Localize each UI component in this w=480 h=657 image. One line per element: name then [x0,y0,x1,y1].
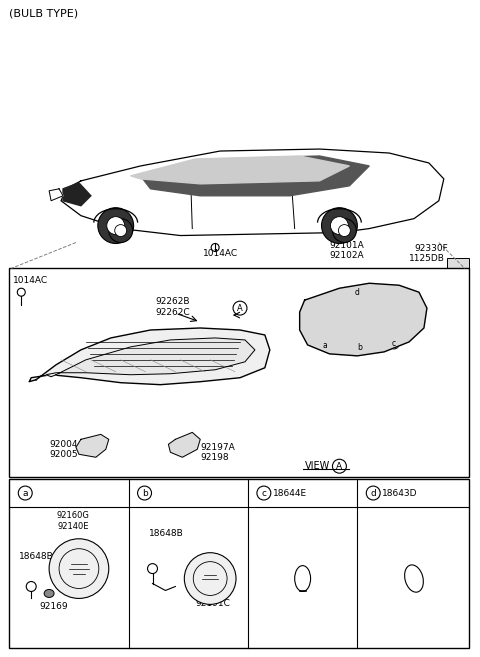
Text: 92262B
92262C: 92262B 92262C [156,298,190,317]
Text: a: a [23,489,28,497]
Text: VIEW: VIEW [305,461,330,471]
Text: a: a [322,342,327,350]
Polygon shape [168,432,200,457]
Text: 18644E: 18644E [273,489,307,497]
Polygon shape [29,328,270,384]
Polygon shape [131,156,349,184]
Circle shape [333,219,356,242]
Text: A: A [237,304,243,313]
Text: b: b [357,344,362,352]
Bar [371,308,391,326]
Text: c: c [262,489,266,497]
Text: 92197A
92198: 92197A 92198 [200,443,235,462]
Text: A: A [336,462,343,470]
Text: 92160G
92140E: 92160G 92140E [57,511,89,531]
Circle shape [338,225,350,237]
Polygon shape [63,183,91,206]
Text: 1125DB: 1125DB [409,254,445,263]
Text: 92101A
92102A: 92101A 92102A [329,240,364,260]
Ellipse shape [44,589,54,597]
Text: 92191C: 92191C [195,599,230,608]
Text: 92330F: 92330F [414,244,448,253]
Text: d: d [371,489,376,497]
Polygon shape [300,283,427,356]
Text: b: b [142,489,147,497]
Polygon shape [61,149,444,236]
Text: c: c [392,340,396,348]
Circle shape [49,539,109,599]
Text: 18643D: 18643D [382,489,418,497]
Circle shape [322,208,357,244]
Polygon shape [76,434,109,457]
Text: 1014AC: 1014AC [13,276,48,284]
Bar [447,258,468,273]
Text: 1014AC: 1014AC [203,249,238,258]
Circle shape [98,208,133,244]
Text: d: d [355,288,360,297]
Circle shape [107,217,125,235]
Circle shape [184,553,236,604]
Bar [339,305,367,327]
Polygon shape [141,156,369,196]
Circle shape [330,217,348,235]
Polygon shape [49,189,63,201]
Text: 92004
92005: 92004 92005 [49,440,78,459]
Polygon shape [46,338,255,376]
Bar [9,479,468,648]
Bar [9,268,468,477]
Circle shape [115,225,127,237]
Text: (BULB TYPE): (BULB TYPE) [9,9,78,19]
Text: 18648B: 18648B [148,530,183,538]
Text: 18648B: 18648B [19,552,54,561]
Text: 92169: 92169 [39,602,68,611]
Circle shape [109,219,132,242]
